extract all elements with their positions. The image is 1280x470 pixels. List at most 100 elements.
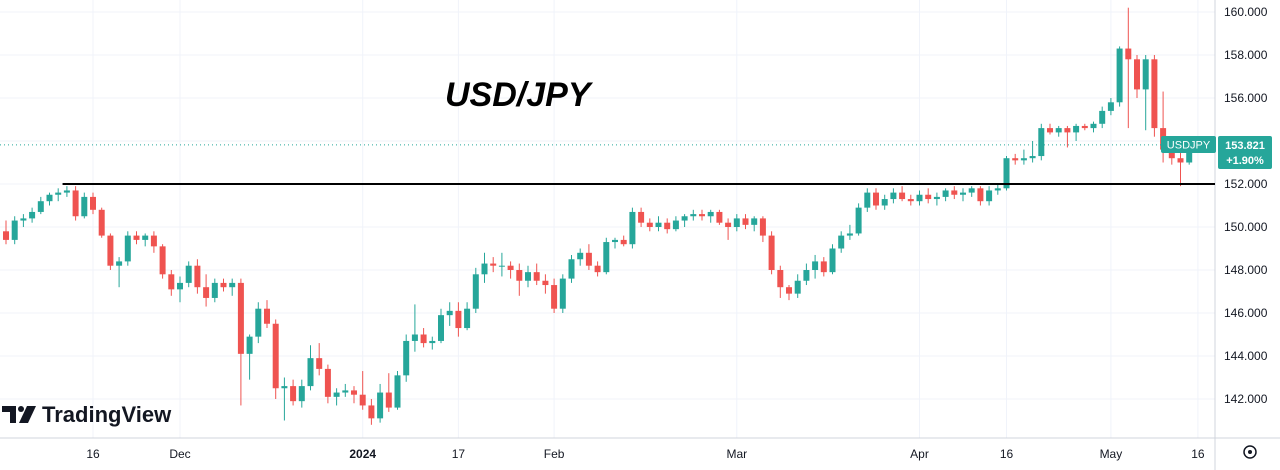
price-tick-label: 156.000 — [1224, 91, 1268, 105]
candle-body — [1073, 125, 1080, 133]
symbol-badge[interactable]: USDJPY — [1161, 136, 1216, 153]
time-tick-label: Feb — [544, 447, 565, 461]
candle-body — [1142, 59, 1149, 90]
candle-body — [142, 235, 149, 240]
candle-body — [1116, 48, 1123, 103]
candle-body — [533, 272, 540, 281]
candle-body — [220, 282, 227, 288]
candle-body — [742, 218, 749, 225]
last-price-label: 153.821 — [1225, 140, 1265, 152]
candle-body — [716, 211, 723, 223]
candle-body — [890, 192, 897, 200]
candle-body — [20, 218, 27, 221]
candle-body — [133, 235, 140, 240]
candle-body — [516, 270, 523, 281]
candle-body — [403, 340, 410, 376]
candle-body — [194, 265, 201, 288]
time-axis: 16 Dec 2024 17 Feb Mar Apr 16 May 16 — [86, 447, 1205, 461]
candle-body — [1125, 48, 1132, 60]
candle-body — [446, 310, 453, 316]
candle-body — [786, 287, 792, 294]
candle-body — [864, 192, 871, 208]
candle-body — [968, 188, 975, 193]
candle-body — [1134, 59, 1140, 90]
candle-body — [1168, 149, 1175, 159]
time-tick-label: 17 — [452, 447, 466, 461]
candle-body — [1081, 125, 1088, 129]
time-tick-label: 16 — [1191, 447, 1205, 461]
candle-body — [925, 194, 932, 200]
candle-body — [498, 265, 505, 267]
candle-body — [368, 405, 375, 419]
candle-body — [429, 340, 436, 344]
candle-body — [46, 194, 53, 202]
candle-body — [351, 390, 357, 395]
candle-body — [1099, 110, 1106, 124]
candle-body — [455, 310, 462, 329]
symbol-label: USDJPY — [1167, 140, 1211, 152]
candle-body — [881, 199, 888, 206]
price-tick-label: 142.000 — [1224, 392, 1268, 406]
candle-body — [394, 375, 401, 408]
price-tick-label: 144.000 — [1224, 349, 1268, 363]
candle-body — [542, 280, 549, 286]
candle-body — [324, 368, 331, 397]
candle-body — [1038, 128, 1045, 157]
time-tick-label: Mar — [726, 447, 747, 461]
candle-body — [681, 216, 688, 221]
candle-body — [794, 280, 801, 294]
candle-body — [438, 315, 444, 341]
candle-body — [907, 199, 914, 202]
price-tick-label: 152.000 — [1224, 177, 1268, 191]
time-tick-label: 16 — [86, 447, 100, 461]
tradingview-wordmark: TradingView — [42, 402, 172, 427]
candle-body — [829, 248, 836, 273]
candle-body — [37, 201, 44, 212]
candle-body — [751, 218, 758, 225]
candle-body — [664, 222, 671, 230]
candle-body — [707, 211, 714, 217]
time-tick-label: 16 — [1000, 447, 1014, 461]
tradingview-logo[interactable]: TradingView — [2, 402, 172, 427]
candle-body — [81, 196, 88, 217]
candle-body — [1020, 158, 1027, 161]
candle-body — [916, 194, 923, 202]
settings-gear-icon[interactable] — [1243, 445, 1257, 459]
candle-body — [507, 265, 514, 270]
candle-body — [98, 209, 105, 236]
candle-body — [873, 192, 879, 206]
candle-body — [472, 274, 479, 309]
candle-body — [307, 358, 314, 387]
candle-body — [290, 386, 297, 402]
candle-body — [342, 390, 349, 393]
candle-body — [638, 211, 645, 223]
candle-body — [237, 282, 244, 354]
candle-body — [1090, 123, 1097, 129]
tradingview-logo-icon — [2, 406, 36, 423]
candle-body — [994, 188, 1001, 191]
candles-layer — [3, 7, 1193, 425]
candle-body — [481, 263, 488, 275]
candle-body — [846, 233, 853, 236]
candle-body — [359, 394, 366, 406]
candle-body — [725, 222, 732, 227]
candle-body — [63, 190, 70, 193]
time-tick-label: May — [1100, 447, 1123, 461]
time-tick-label: Dec — [169, 447, 190, 461]
candle-body — [603, 242, 610, 273]
candle-body — [672, 220, 679, 230]
candle-body — [385, 392, 392, 408]
candle-body — [1012, 158, 1019, 161]
price-axis: 160.000158.000156.000154.000152.000150.0… — [1224, 5, 1268, 406]
candle-body — [777, 270, 784, 288]
candle-body — [933, 196, 940, 200]
candle-body — [768, 235, 775, 270]
candle-body — [594, 265, 601, 273]
candle-body — [812, 261, 819, 270]
grid-lines — [0, 0, 1215, 438]
price-tick-label: 146.000 — [1224, 306, 1268, 320]
price-tick-label: 158.000 — [1224, 48, 1268, 62]
time-tick-label: 2024 — [349, 447, 376, 461]
candle-body — [733, 218, 740, 227]
